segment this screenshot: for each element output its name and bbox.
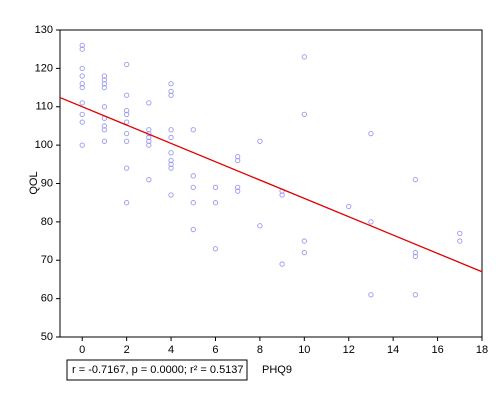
point [101,73,108,79]
point [101,127,108,133]
y-tick-label: 110 [35,101,53,113]
point [168,134,174,141]
x-tick-label: 0 [79,344,85,356]
point [168,92,174,98]
point [457,230,463,237]
point [301,54,307,60]
point [235,153,241,160]
point [235,188,241,194]
point [79,100,85,106]
point [123,138,130,144]
point [123,130,130,137]
x-tick-label: 4 [168,344,174,356]
point [368,292,374,298]
point [101,123,108,129]
x-tick-label: 18 [476,344,488,356]
point [412,292,419,298]
point [168,157,174,164]
point [412,253,419,260]
point [101,84,108,91]
y-tick-label: 60 [41,293,53,305]
point [190,173,196,179]
x-tick-label: 2 [124,344,130,356]
point [123,92,130,98]
point [79,111,85,118]
point [146,142,152,148]
y-tick-label: 70 [41,254,53,266]
y-tick-label: 80 [41,216,53,228]
annotation: r = -0.7167, p = 0.0000; r² = 0.5137 [72,364,244,376]
point [301,238,307,244]
point [123,200,130,206]
point [168,150,174,156]
point [79,84,85,91]
point [279,261,285,267]
point [190,127,196,133]
point [79,65,85,72]
point [412,249,419,256]
fit-line [59,96,483,273]
x-tick-label: 12 [343,344,355,356]
point [190,226,196,233]
point [190,184,196,190]
point [79,42,85,48]
point [101,104,108,110]
point [146,138,152,144]
point [79,81,85,87]
point [368,219,374,225]
point [79,46,85,52]
point [257,223,263,229]
point [168,192,174,198]
point [412,177,419,183]
y-tick-label: 130 [35,24,53,36]
point [190,200,196,206]
point [123,165,130,171]
y-tick-label: 90 [41,177,53,189]
point [123,111,130,118]
point [279,192,285,198]
point [301,111,307,118]
plot-frame [59,29,483,338]
point [123,61,130,68]
point [146,100,152,106]
point [79,119,85,125]
point [101,77,108,83]
x-tick-label: 14 [387,344,399,356]
y-tick-label: 50 [41,331,53,343]
point [168,88,174,95]
x-tick-label: 6 [212,344,218,356]
point [235,184,241,190]
point [123,107,130,114]
point [123,119,130,125]
point [301,249,307,256]
point [146,134,152,141]
x-tick-label: 8 [257,344,263,356]
point [212,200,219,206]
point [457,238,463,244]
point [79,73,85,79]
point [79,142,85,148]
point [235,157,241,164]
point [146,177,152,183]
x-tick-label: 16 [431,344,443,356]
point [212,184,219,190]
point [346,203,352,210]
y-tick-label: 100 [35,139,53,151]
point [146,127,152,133]
point [168,165,174,171]
x-tick-label: 10 [298,344,310,356]
point [168,127,174,133]
point [257,138,263,144]
point [212,246,219,252]
point [168,81,174,87]
point [168,161,174,167]
x-axis-label: PHQ9 [262,364,292,376]
y-tick-label: 120 [35,62,53,74]
y-axis-label: QOL [28,171,40,194]
point [101,138,108,144]
point [368,130,374,137]
annotation-box [66,359,248,381]
point [101,81,108,87]
